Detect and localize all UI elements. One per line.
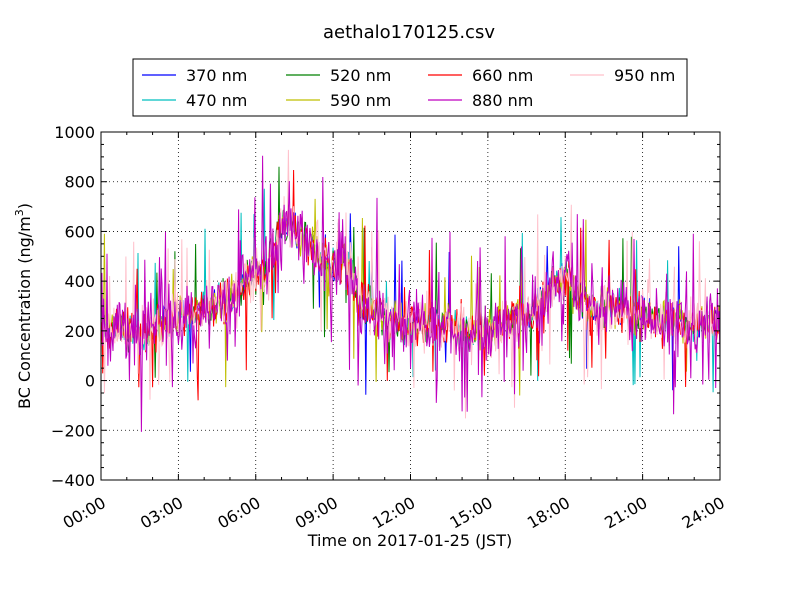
y-tick-label: 200 bbox=[64, 322, 95, 341]
legend-label: 590 nm bbox=[330, 91, 391, 110]
y-axis-label-close: ) bbox=[15, 203, 34, 209]
x-tick-label: 00:00 bbox=[60, 493, 109, 533]
legend-label: 660 nm bbox=[472, 66, 533, 85]
y-tick-label: 1000 bbox=[54, 123, 95, 142]
y-tick-label: −200 bbox=[51, 421, 95, 440]
x-tick-label: 18:00 bbox=[524, 493, 573, 533]
y-tick-label: 0 bbox=[85, 372, 95, 391]
y-tick-label: 400 bbox=[64, 272, 95, 291]
series-line bbox=[101, 149, 720, 419]
legend: 370 nm 470 nm 520 nm 590 nm 660 nm 880 nm 950 … bbox=[132, 58, 688, 117]
x-tick-label: 12:00 bbox=[369, 493, 418, 533]
y-tick-label: 800 bbox=[64, 173, 95, 192]
series-layer bbox=[101, 149, 720, 432]
chart-title: aethalo170125.csv bbox=[323, 22, 495, 43]
legend-label: 470 nm bbox=[186, 91, 247, 110]
legend-label: 880 nm bbox=[472, 91, 533, 110]
legend-label: 520 nm bbox=[330, 66, 391, 85]
x-tick-label: 21:00 bbox=[601, 493, 650, 533]
series-line bbox=[101, 155, 720, 432]
x-tick-label: 15:00 bbox=[446, 493, 495, 533]
x-tick-label: 03:00 bbox=[137, 493, 186, 533]
legend-box bbox=[132, 58, 688, 117]
legend-label: 370 nm bbox=[186, 66, 247, 85]
y-axis-label-main: BC Concentration (ng/m bbox=[15, 216, 34, 409]
y-axis-label: BC Concentration (ng/m3) bbox=[13, 203, 34, 409]
y-axis-label-sup: 3 bbox=[13, 209, 26, 216]
x-tick-label: 06:00 bbox=[214, 493, 263, 533]
legend-label: 950 nm bbox=[614, 66, 675, 85]
x-tick-label: 24:00 bbox=[679, 493, 728, 533]
y-tick-label: 600 bbox=[64, 222, 95, 241]
x-tick-label: 09:00 bbox=[292, 493, 341, 533]
y-tick-label: −400 bbox=[51, 471, 95, 490]
x-axis-label: Time on 2017-01-25 (JST) bbox=[307, 531, 512, 550]
